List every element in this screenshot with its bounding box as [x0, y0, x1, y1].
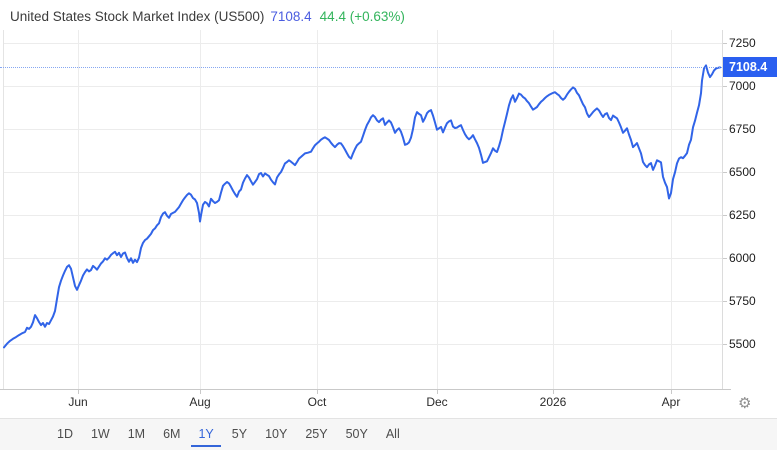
x-axis-label: 2026 — [539, 395, 567, 409]
current-price-badge: 7108.4 — [723, 57, 777, 78]
range-button-all[interactable]: All — [379, 422, 407, 447]
range-button-10y[interactable]: 10Y — [258, 422, 294, 447]
v-gridline — [317, 30, 318, 389]
y-axis-tick — [722, 301, 727, 302]
y-axis-tick — [722, 344, 727, 345]
v-gridline — [200, 30, 201, 389]
h-gridline — [3, 258, 722, 259]
x-axis-tick — [78, 389, 79, 394]
h-gridline — [3, 86, 722, 87]
range-button-1y[interactable]: 1Y — [191, 422, 221, 447]
range-button-6m[interactable]: 6M — [156, 422, 187, 447]
y-axis-tick — [722, 86, 727, 87]
range-button-1m[interactable]: 1M — [121, 422, 152, 447]
y-axis-label: 5500 — [729, 337, 756, 351]
chart-header: United States Stock Market Index (US500)… — [10, 9, 405, 24]
h-gridline — [3, 172, 722, 173]
h-gridline — [3, 344, 722, 345]
x-axis-tick — [671, 389, 672, 394]
h-gridline — [3, 43, 722, 44]
range-toolbar: 1D 1W 1M 6M 1Y 5Y 10Y 25Y 50Y All — [0, 418, 777, 450]
v-gridline — [437, 30, 438, 389]
range-button-50y[interactable]: 50Y — [339, 422, 375, 447]
range-button-5y[interactable]: 5Y — [225, 422, 254, 447]
x-axis-label: Jun — [68, 395, 88, 409]
h-gridline — [3, 129, 722, 130]
x-axis-tick — [437, 389, 438, 394]
range-button-1w[interactable]: 1W — [84, 422, 117, 447]
h-gridline — [3, 301, 722, 302]
v-gridline — [553, 30, 554, 389]
x-axis-tick — [553, 389, 554, 394]
x-axis-label: Aug — [189, 395, 211, 409]
y-axis-label: 6500 — [729, 165, 756, 179]
y-axis-tick — [722, 258, 727, 259]
header-price-value: 7108.4 — [270, 9, 312, 24]
y-axis-label: 5750 — [729, 294, 756, 308]
range-button-1d[interactable]: 1D — [50, 422, 80, 447]
y-axis-tick — [722, 215, 727, 216]
plot-right-border — [722, 30, 723, 389]
x-axis-tick — [200, 389, 201, 394]
y-axis-label: 6250 — [729, 208, 756, 222]
current-price-dotted-line — [0, 67, 722, 69]
range-button-25y[interactable]: 25Y — [298, 422, 334, 447]
series-polyline — [3, 64, 721, 349]
y-axis-label: 6750 — [729, 122, 756, 136]
y-axis-label: 7000 — [729, 79, 756, 93]
settings-gear-icon[interactable]: ⚙ — [738, 395, 752, 412]
plot-area[interactable]: 7108.4 7250 7000 6750 6500 6250 6000 5750 5500 … — [0, 0, 777, 418]
chart-title: United States Stock Market Index (US500) — [10, 9, 265, 24]
x-axis-tick — [317, 389, 318, 394]
x-axis-label: Dec — [426, 395, 448, 409]
x-axis-label: Oct — [307, 395, 327, 409]
h-gridline — [3, 215, 722, 216]
x-axis-line — [0, 389, 731, 390]
plot-left-border — [3, 30, 4, 389]
y-axis-tick — [722, 43, 727, 44]
v-gridline — [78, 30, 79, 389]
y-axis-tick — [722, 172, 727, 173]
y-axis-tick — [722, 129, 727, 130]
price-line-chart — [3, 64, 721, 349]
x-axis-label: Apr — [661, 395, 681, 409]
y-axis-label: 6000 — [729, 251, 756, 265]
y-axis-label: 7250 — [729, 36, 756, 50]
header-change-value: 44.4 (+0.63%) — [319, 9, 405, 24]
v-gridline — [671, 30, 672, 389]
